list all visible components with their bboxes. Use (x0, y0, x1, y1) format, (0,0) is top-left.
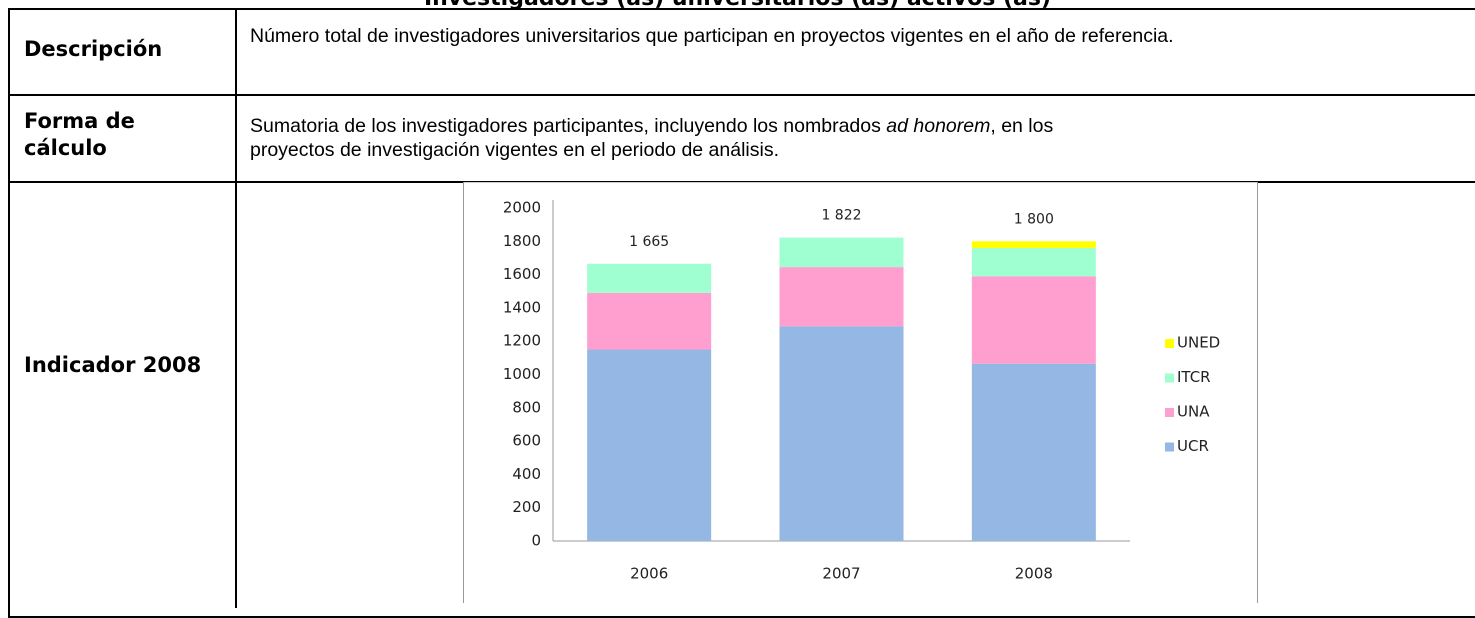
bar-segment (779, 267, 904, 327)
row-label: Indicador 2008 (24, 353, 202, 377)
y-tick-label: 800 (512, 398, 541, 416)
y-tick-label: 1800 (503, 232, 541, 250)
chart: 0 200 400 600 800 1000 1200 1400 1600 1800 2000 200… (463, 182, 1258, 603)
text-italic: ad honorem (886, 115, 991, 137)
legend-swatch (1165, 442, 1174, 452)
row-text: Número total de investigadores universit… (250, 25, 1174, 47)
text: , en los (990, 115, 1054, 137)
x-tick-label: 2007 (822, 565, 860, 583)
row-border (8, 94, 1475, 96)
y-tick-label: 0 (531, 532, 541, 550)
x-tick-label: 2006 (630, 565, 668, 583)
row-text: Sumatoria de los investigadores particip… (250, 114, 1462, 162)
row-label: Descripción (24, 37, 163, 61)
legend-label: UNA (1177, 403, 1210, 421)
bar-segment (971, 276, 1096, 364)
col-border (235, 8, 237, 608)
bar-segment (779, 326, 904, 541)
y-tick-label: 1000 (503, 365, 541, 383)
bar-segment (971, 241, 1096, 248)
bar-segment (971, 363, 1096, 541)
y-tick-label: 1400 (503, 298, 541, 316)
legend-swatch (1165, 339, 1174, 348)
y-tick-label: 1200 (503, 332, 541, 350)
legend-swatch (1165, 373, 1174, 383)
y-tick-label: 1600 (503, 265, 541, 283)
total-label: 1 800 (1014, 211, 1054, 227)
total-label: 1 822 (821, 208, 861, 224)
bar-segment (587, 292, 712, 350)
legend-swatch (1165, 408, 1174, 417)
y-tick-label: 200 (512, 498, 541, 516)
legend-label: UCR (1177, 437, 1209, 455)
legend-label: UNED (1177, 334, 1220, 352)
y-tick-label: 400 (512, 465, 541, 483)
legend-label: ITCR (1177, 368, 1211, 386)
total-label: 1 665 (629, 234, 669, 250)
row-label: Forma de cálculo (24, 109, 135, 160)
bar-segment (587, 263, 712, 293)
bar-segment (779, 237, 904, 268)
y-tick-label: 600 (512, 432, 541, 450)
x-tick-label: 2008 (1015, 565, 1053, 583)
doc-title: Investigadores (as) universitarios (as) … (0, 0, 1475, 11)
bar-segment (971, 247, 1096, 277)
text: Sumatoria de los investigadores particip… (250, 115, 887, 137)
y-tick-label: 2000 (503, 199, 541, 217)
bar-segment (587, 349, 712, 541)
text: proyectos de investigación vigentes en e… (250, 139, 779, 161)
